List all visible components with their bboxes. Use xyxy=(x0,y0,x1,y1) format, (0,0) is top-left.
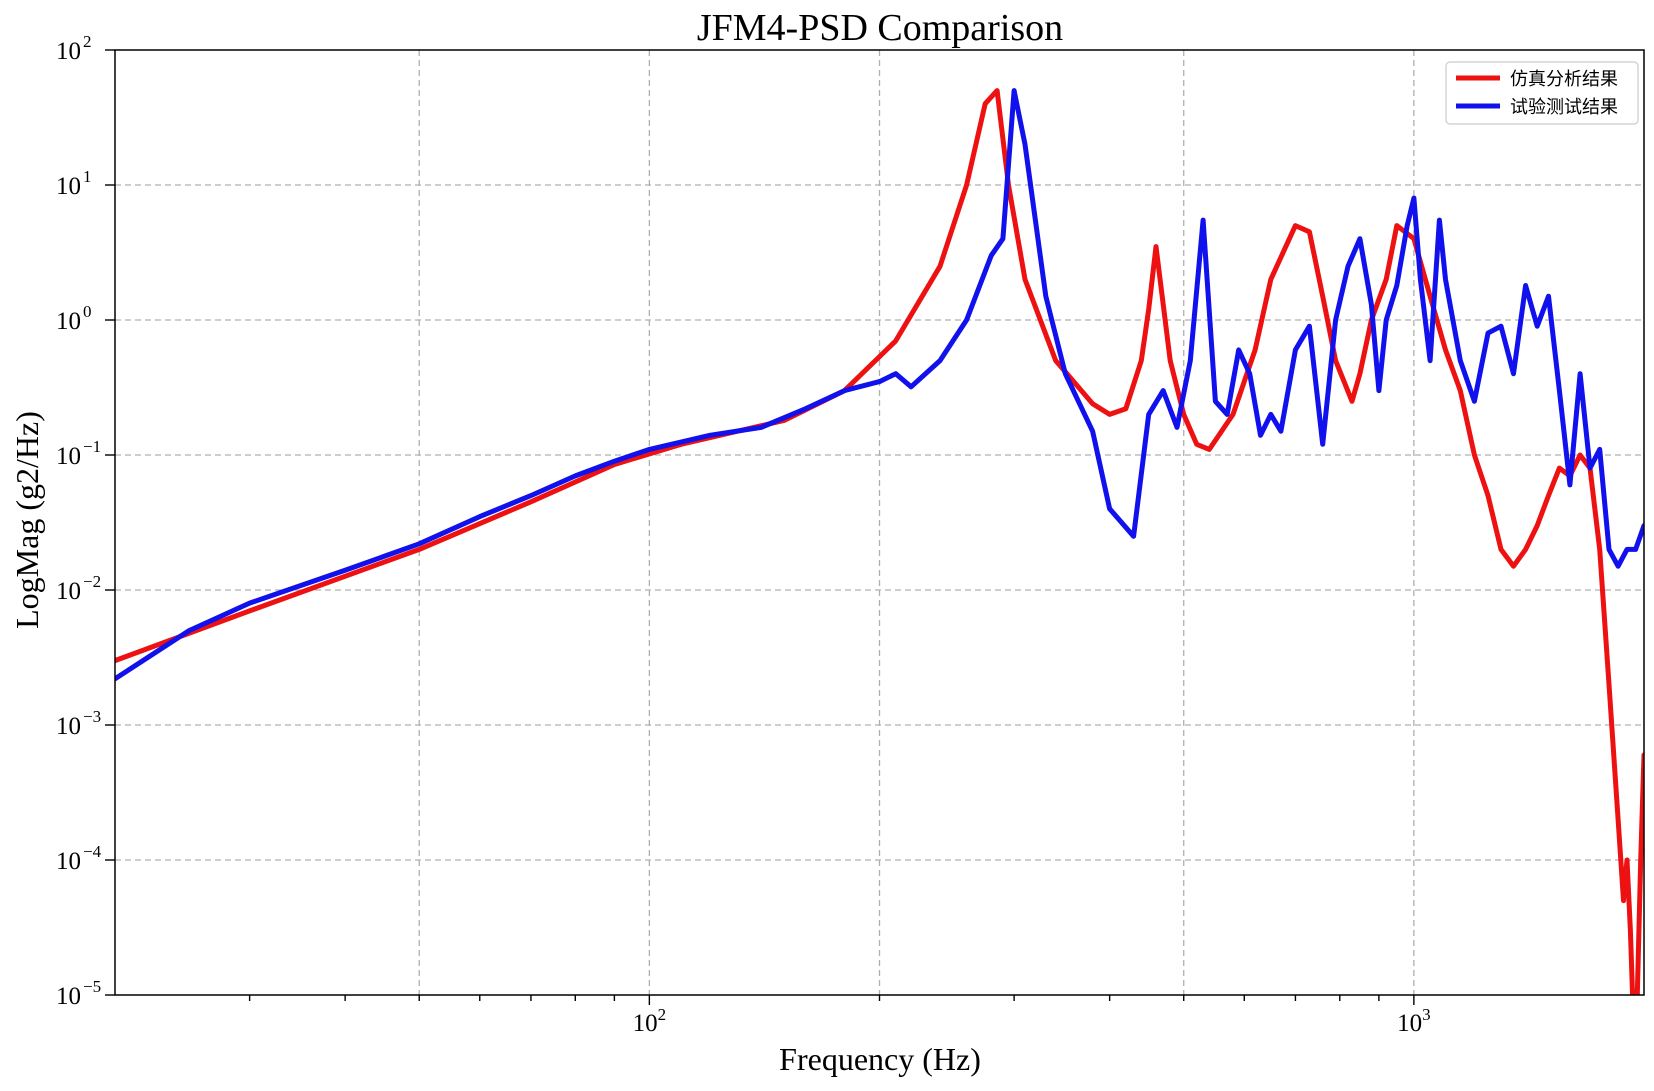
y-tick-label: 10 xyxy=(56,443,81,470)
chart-title: JFM4-PSD Comparison xyxy=(697,7,1063,49)
y-tick-label: 10 xyxy=(56,713,81,740)
series-lines xyxy=(115,88,1644,995)
legend: 仿真分析结果 试验测试结果 xyxy=(1445,61,1639,125)
y-tick-label: 10 xyxy=(56,848,81,875)
y-tick-exponent: −5 xyxy=(83,977,101,996)
series-line-simulation xyxy=(115,88,1644,995)
y-tick-exponent: 0 xyxy=(83,302,92,321)
y-tick-exponent: −3 xyxy=(83,707,101,726)
y-tick-label: 10 xyxy=(56,173,81,200)
x-axis-label: Frequency (Hz) xyxy=(779,1041,981,1077)
y-tick-label: 10 xyxy=(56,38,81,65)
y-tick-label: 10 xyxy=(56,983,81,1010)
y-tick-exponent: 1 xyxy=(83,167,92,186)
y-tick-exponent: −1 xyxy=(83,437,101,456)
y-axis-label: LogMag (g2/Hz) xyxy=(9,411,45,629)
y-tick-exponent: −4 xyxy=(83,842,102,861)
x-axis-ticks: 102 103 xyxy=(248,995,1431,1037)
y-tick-label: 10 xyxy=(56,308,81,335)
legend-label-simulation: 仿真分析结果 xyxy=(1510,69,1618,90)
x-tick-label: 102 xyxy=(633,1005,667,1037)
grid-lines xyxy=(115,50,1644,995)
series-line-test xyxy=(115,88,1644,682)
y-tick-label: 10 xyxy=(56,578,81,605)
x-tick-label: 103 xyxy=(1397,1005,1431,1037)
y-tick-exponent: −2 xyxy=(83,572,101,591)
y-tick-exponent: 2 xyxy=(83,32,92,51)
legend-label-test: 试验测试结果 xyxy=(1510,97,1618,118)
